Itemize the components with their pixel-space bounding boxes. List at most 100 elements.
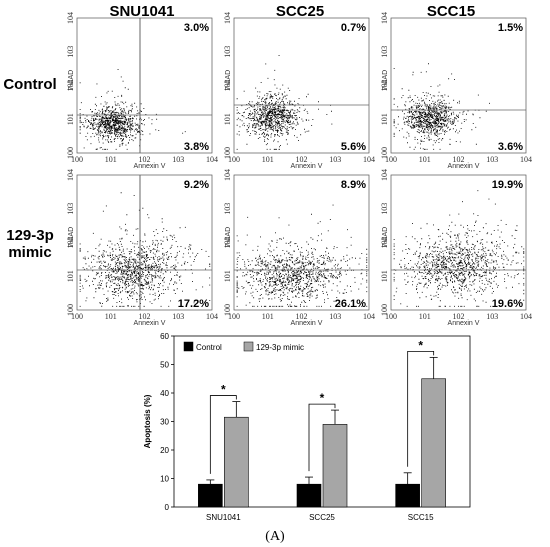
y-tick-label: 100 bbox=[223, 304, 232, 316]
y-tick-label: 101 bbox=[66, 270, 75, 282]
y-axis-label: 7-AAD bbox=[68, 70, 75, 91]
column-title-snu1041: SNU1041 bbox=[109, 3, 174, 20]
dot-plot-snu1041-control: 3.0% 3.8% 100 101 102 103 104 100 101 102 103 104 An… bbox=[66, 12, 218, 170]
y-tick-label: 10 bbox=[160, 475, 169, 484]
y-tick-label: 101 bbox=[380, 113, 389, 125]
x-tick-label: 102 bbox=[296, 155, 308, 164]
significance-star: * bbox=[320, 391, 325, 405]
y-tick-label: 40 bbox=[160, 389, 169, 398]
y-tick-label: 101 bbox=[66, 113, 75, 125]
x-tick-label: 104 bbox=[363, 155, 375, 164]
x-tick-label: 100 bbox=[71, 312, 83, 321]
lower-right-percentage: 19.6% bbox=[492, 298, 523, 310]
x-tick-label: 104 bbox=[363, 312, 375, 321]
bar-scc25-control bbox=[296, 483, 322, 508]
upper-right-percentage: 1.5% bbox=[498, 22, 523, 34]
y-tick-label: 101 bbox=[380, 270, 389, 282]
y-tick-label: 103 bbox=[223, 46, 232, 58]
event-dots bbox=[236, 55, 333, 150]
y-tick-label: 20 bbox=[160, 446, 169, 455]
significance-bracket bbox=[308, 403, 336, 472]
x-tick-label: 101 bbox=[419, 155, 431, 164]
x-axis-label: Annexin V bbox=[291, 320, 323, 327]
lower-right-percentage: 17.2% bbox=[178, 298, 209, 310]
x-tick-label: 104 bbox=[206, 155, 218, 164]
x-tick-label: 103 bbox=[486, 312, 498, 321]
row-label-control: Control bbox=[3, 76, 56, 93]
lower-right-percentage: 3.8% bbox=[184, 141, 209, 153]
legend-swatch-control bbox=[183, 341, 194, 352]
y-axis-label: 7-AAD bbox=[225, 227, 232, 248]
y-tick-label: 50 bbox=[160, 361, 169, 370]
legend-label-control: Control bbox=[196, 343, 222, 352]
bar-scc25-mimic bbox=[322, 424, 348, 508]
legend-swatch-mimic bbox=[243, 341, 254, 352]
bar-scc15-control bbox=[395, 483, 420, 508]
x-axis-label: Annexin V bbox=[291, 163, 323, 170]
y-tick-label: 104 bbox=[223, 12, 232, 24]
y-tick-label: 102 bbox=[66, 237, 75, 249]
y-tick-label: 102 bbox=[380, 80, 389, 92]
x-tick-label: 103 bbox=[486, 155, 498, 164]
upper-right-percentage: 9.2% bbox=[184, 179, 209, 191]
y-tick-label: 104 bbox=[66, 12, 75, 24]
y-tick-label: 102 bbox=[223, 80, 232, 92]
x-tick-label: 100 bbox=[385, 155, 397, 164]
flow-cytometry-dot-plots: 3.0% 3.8% 100 101 102 103 104 100 101 102 103 104 An… bbox=[66, 12, 532, 327]
significance-star: * bbox=[418, 338, 423, 352]
upper-right-percentage: 0.7% bbox=[341, 22, 366, 34]
bar-snu1041-control bbox=[198, 483, 223, 508]
x-tick-label: 103 bbox=[172, 155, 184, 164]
lower-right-percentage: 5.6% bbox=[341, 141, 366, 153]
y-tick-label: 101 bbox=[223, 113, 232, 125]
plot-frame bbox=[233, 17, 370, 154]
x-tick-label: 101 bbox=[105, 312, 117, 321]
y-tick-label: 103 bbox=[223, 203, 232, 215]
row-label-mimic-line2: mimic bbox=[8, 244, 51, 261]
plot-frame bbox=[76, 174, 213, 311]
y-tick-label: 30 bbox=[160, 418, 169, 427]
bar-snu1041-mimic bbox=[224, 416, 249, 508]
lower-right-percentage: 26.1% bbox=[335, 298, 366, 310]
x-tick-label: 103 bbox=[172, 312, 184, 321]
x-tick-label: 103 bbox=[329, 312, 341, 321]
dot-plot-scc25-control: 0.7% 5.6% 100 101 102 103 104 100 101 102 103 104 An… bbox=[139, 12, 375, 170]
x-tick-label: 100 bbox=[385, 312, 397, 321]
y-tick-label: 102 bbox=[223, 237, 232, 249]
column-title-scc25: SCC25 bbox=[276, 3, 324, 20]
x-tick-label: 104 bbox=[520, 155, 532, 164]
dot-plot-scc25-mimic: 8.9% 26.1% 100 101 102 103 104 100 101 102 103 104 A… bbox=[139, 169, 375, 327]
y-tick-label: 101 bbox=[223, 270, 232, 282]
x-tick-label: 101 bbox=[105, 155, 117, 164]
x-tick-label: 102 bbox=[139, 155, 151, 164]
event-dots bbox=[236, 204, 368, 307]
bar-scc15-mimic bbox=[421, 378, 446, 508]
y-axis-label: 7-AAD bbox=[382, 227, 389, 248]
x-tick-label: 100 bbox=[228, 155, 240, 164]
x-tick-label: 102 bbox=[139, 312, 151, 321]
y-tick-label: 100 bbox=[380, 147, 389, 159]
column-title-scc15: SCC15 bbox=[427, 3, 475, 20]
x-tick-label: 101 bbox=[262, 312, 274, 321]
x-tick-label: 100 bbox=[228, 312, 240, 321]
plot-frame bbox=[233, 174, 370, 311]
dot-plot-scc15-control: 1.5% 3.6% 100 101 102 103 104 100 101 102 103 104 An… bbox=[139, 12, 532, 170]
y-tick-label: 104 bbox=[223, 169, 232, 181]
plot-frame bbox=[76, 17, 213, 154]
y-tick-label: 103 bbox=[380, 203, 389, 215]
y-axis-label: 7-AAD bbox=[225, 70, 232, 91]
x-tick-label: 102 bbox=[453, 312, 465, 321]
y-axis-label: 7-AAD bbox=[68, 227, 75, 248]
upper-right-percentage: 8.9% bbox=[341, 179, 366, 191]
y-tick-label: 103 bbox=[66, 203, 75, 215]
plot-frame bbox=[390, 17, 527, 154]
event-dots bbox=[393, 63, 490, 150]
upper-right-percentage: 3.0% bbox=[184, 22, 209, 34]
x-axis-label: Annexin V bbox=[448, 163, 480, 170]
y-tick-label: 103 bbox=[66, 46, 75, 58]
category-label: SCC15 bbox=[408, 513, 434, 522]
x-tick-label: 101 bbox=[419, 312, 431, 321]
x-axis-label: Annexin V bbox=[448, 320, 480, 327]
x-tick-label: 100 bbox=[71, 155, 83, 164]
